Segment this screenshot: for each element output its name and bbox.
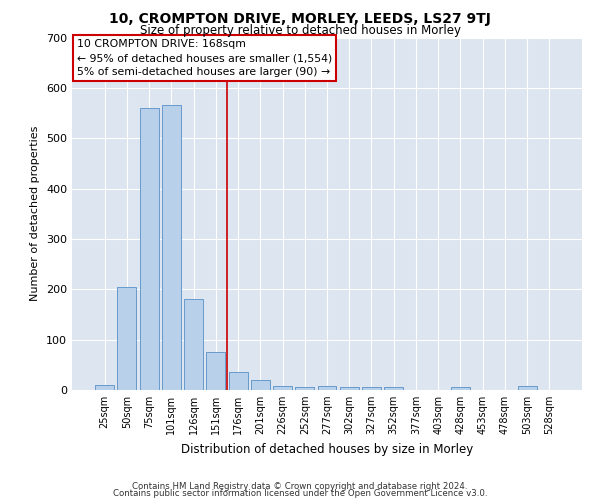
Y-axis label: Number of detached properties: Number of detached properties (31, 126, 40, 302)
Bar (451, 388, 470, 390)
Bar (162, 106, 181, 390)
Bar (229, 372, 248, 390)
Bar (95, 385, 114, 390)
Text: 10, CROMPTON DRIVE, MORLEY, LEEDS, LS27 9TJ: 10, CROMPTON DRIVE, MORLEY, LEEDS, LS27 … (109, 12, 491, 26)
Bar (518, 386, 536, 390)
Bar (251, 380, 270, 390)
Text: Size of property relative to detached houses in Morley: Size of property relative to detached ho… (139, 24, 461, 37)
X-axis label: Distribution of detached houses by size in Morley: Distribution of detached houses by size … (181, 442, 473, 456)
Bar (295, 388, 314, 390)
Bar (362, 388, 381, 390)
Bar (340, 388, 359, 390)
Bar (273, 386, 292, 390)
Bar (118, 287, 136, 390)
Bar (384, 388, 403, 390)
Bar (317, 386, 337, 390)
Text: Contains HM Land Registry data © Crown copyright and database right 2024.: Contains HM Land Registry data © Crown c… (132, 482, 468, 491)
Bar (140, 108, 158, 390)
Bar (206, 352, 225, 390)
Text: Contains public sector information licensed under the Open Government Licence v3: Contains public sector information licen… (113, 490, 487, 498)
Bar (184, 300, 203, 390)
Text: 10 CROMPTON DRIVE: 168sqm
← 95% of detached houses are smaller (1,554)
5% of sem: 10 CROMPTON DRIVE: 168sqm ← 95% of detac… (77, 40, 332, 78)
